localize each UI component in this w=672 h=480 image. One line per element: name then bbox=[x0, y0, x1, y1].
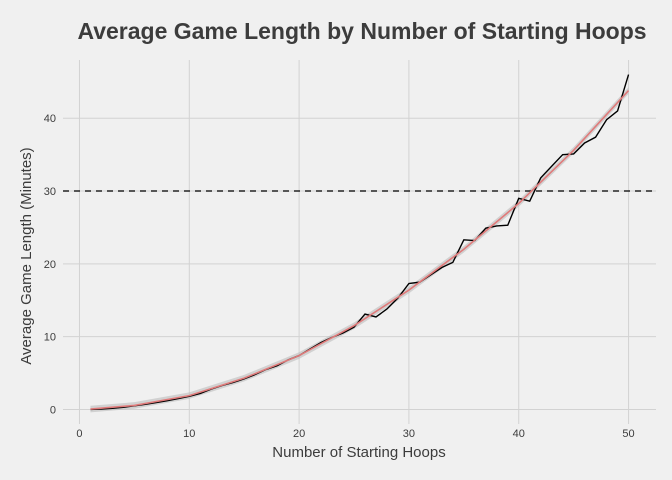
y-tick-label: 10 bbox=[44, 332, 56, 344]
x-axis-label: Number of Starting Hoops bbox=[272, 444, 445, 461]
y-tick-label: 30 bbox=[44, 186, 56, 198]
x-tick-label: 20 bbox=[293, 428, 305, 440]
grid bbox=[63, 60, 656, 424]
x-tick-label: 50 bbox=[622, 428, 634, 440]
series-line-observed bbox=[90, 74, 630, 411]
series-layer bbox=[90, 74, 630, 411]
y-tick-label: 0 bbox=[50, 404, 56, 416]
y-axis-label: Average Game Length (Minutes) bbox=[18, 147, 35, 364]
series-line-fit bbox=[90, 90, 630, 410]
x-tick-label: 0 bbox=[76, 428, 82, 440]
chart-title: Average Game Length by Number of Startin… bbox=[77, 18, 646, 44]
x-tick-labels: 0 10 20 30 40 50 bbox=[76, 428, 634, 440]
x-tick-label: 40 bbox=[513, 428, 525, 440]
y-tick-labels: 0 10 20 30 40 bbox=[44, 113, 56, 416]
y-tick-label: 20 bbox=[44, 259, 56, 271]
x-tick-label: 10 bbox=[183, 428, 195, 440]
x-tick-label: 30 bbox=[403, 428, 415, 440]
y-tick-label: 40 bbox=[44, 113, 56, 125]
